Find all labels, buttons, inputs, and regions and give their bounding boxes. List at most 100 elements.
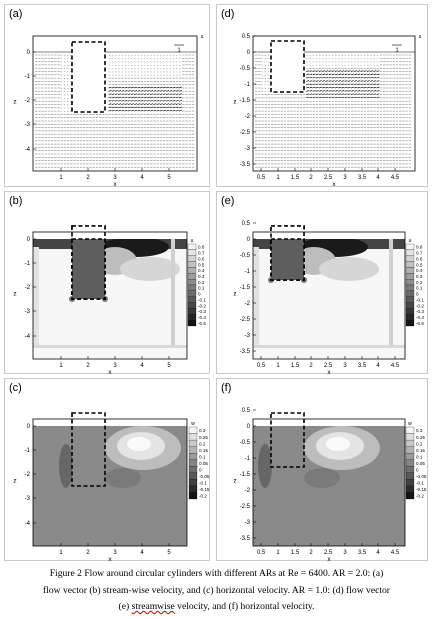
velocity-vector [146, 103, 150, 105]
y-tick-label: -0.5 [240, 440, 251, 446]
velocity-vector [63, 68, 66, 69]
velocity-vector [63, 64, 66, 66]
legend-swatch [188, 492, 198, 500]
velocity-vector [134, 96, 138, 99]
velocity-vector [150, 58, 152, 60]
velocity-vector [360, 80, 364, 82]
velocity-vector [121, 74, 123, 76]
velocity-vector [140, 100, 144, 102]
velocity-vector [366, 70, 370, 72]
velocity-vector [130, 93, 134, 95]
velocity-vector [156, 71, 159, 73]
velocity-vector [153, 61, 155, 63]
cylinder-outline [270, 412, 305, 468]
velocity-vector [108, 74, 111, 76]
velocity-vector [118, 68, 120, 70]
velocity-vector [261, 77, 263, 79]
legend-swatch [188, 466, 198, 473]
velocity-vector [373, 86, 377, 89]
velocity-vector [363, 61, 366, 63]
legend-value: 0.6 [416, 256, 423, 261]
velocity-vector [357, 96, 361, 99]
y-tick-label: 0 [27, 424, 31, 430]
velocity-vector [178, 96, 182, 99]
contour-field [33, 426, 187, 546]
velocity-vector [354, 64, 356, 66]
velocity-vector [134, 100, 138, 102]
velocity-vector [325, 64, 327, 66]
legend-swatch [405, 466, 415, 473]
velocity-vector [334, 93, 338, 95]
velocity-vector [341, 96, 345, 99]
x-tick-label: 3.5 [358, 550, 367, 556]
velocity-vector [162, 96, 166, 99]
velocity-vector [130, 96, 134, 99]
velocity-vector [334, 76, 338, 79]
velocity-vector [267, 64, 270, 66]
velocity-vector [111, 86, 115, 89]
velocity-vector [318, 80, 322, 82]
velocity-vector [146, 61, 149, 63]
velocity-vector [331, 80, 335, 82]
velocity-vector [354, 83, 358, 86]
velocity-vector [264, 58, 267, 60]
velocity-vector [312, 93, 316, 95]
velocity-vector [325, 80, 329, 82]
velocity-vector [143, 106, 147, 109]
velocity-vector [357, 93, 361, 95]
velocity-vector [360, 54, 363, 56]
velocity-vector [137, 93, 141, 95]
velocity-vector [159, 61, 162, 63]
y-tick-label: -2 [25, 472, 31, 478]
y-tick-label: -1 [25, 448, 31, 454]
velocity-vector [66, 87, 69, 89]
velocity-vector [318, 64, 321, 66]
legend-value: 0.5 [198, 262, 205, 267]
velocity-vector [366, 64, 369, 66]
upwelling-peak [326, 437, 350, 451]
legend-value: -0.15 [416, 487, 427, 492]
velocity-vector [312, 80, 316, 82]
velocity-vector [153, 74, 155, 76]
velocity-vector [341, 90, 345, 92]
velocity-vector [264, 68, 267, 69]
velocity-vector [175, 86, 179, 89]
contour-legend: w 0.3 0.250.2 0.150.1 0.05 0-0.05 -0.1-0.15 -0.… [188, 421, 210, 500]
velocity-vector [267, 77, 270, 79]
velocity-vector [370, 70, 374, 72]
velocity-vector [118, 100, 122, 102]
velocity-vector [137, 86, 141, 89]
velocity-vector [373, 90, 377, 92]
velocity-vector [261, 64, 263, 66]
velocity-vector [66, 101, 69, 102]
velocity-vector [114, 100, 118, 102]
velocity-vector [312, 64, 315, 66]
velocity-vector [354, 93, 358, 95]
x-tick-label: 2 [309, 175, 313, 181]
velocity-vector [172, 93, 176, 95]
velocity-vector [312, 61, 315, 63]
velocity-vector [370, 54, 372, 56]
velocity-vector [143, 61, 146, 63]
velocity-vector [127, 93, 131, 95]
legend-value: 0.7 [198, 251, 205, 256]
velocity-vector [175, 58, 178, 60]
velocity-vector [108, 100, 112, 102]
y-tick-label: 0 [247, 424, 251, 430]
velocity-vector [130, 86, 134, 89]
cylinder-submerged [271, 426, 304, 467]
velocity-vector [63, 84, 66, 86]
reference-vector-label: 1 [177, 48, 181, 54]
legend-value: 0.5 [416, 262, 423, 267]
y-tick-label: -3 [245, 520, 251, 526]
velocity-vector [175, 106, 179, 109]
velocity-vector [111, 68, 114, 70]
velocity-vector [121, 61, 123, 63]
velocity-vector [264, 91, 267, 93]
velocity-vector [127, 100, 131, 102]
velocity-vector [373, 54, 375, 56]
velocity-vector [114, 86, 118, 89]
wake-tail-region [319, 257, 379, 281]
velocity-vector [156, 74, 159, 76]
velocity-vector [146, 100, 150, 102]
